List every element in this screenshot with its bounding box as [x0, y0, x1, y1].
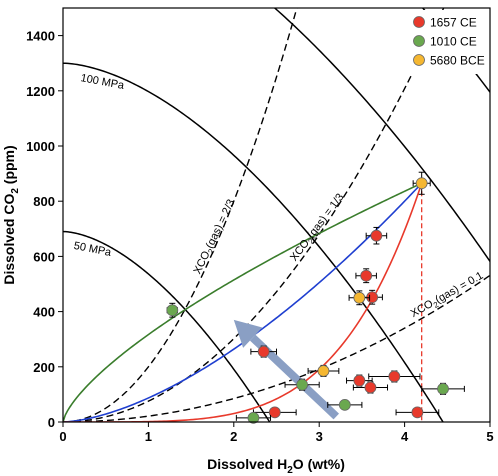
data-point-marker — [411, 406, 424, 419]
data-point-marker — [364, 381, 377, 394]
legend-marker — [413, 16, 425, 28]
x-axis-title-sub: 2 — [287, 465, 293, 476]
data-point — [395, 406, 440, 419]
data-point-marker — [370, 229, 383, 242]
x-axis-title: Dissolved H2O (wt%) — [207, 456, 345, 476]
isopleth-label-sub: 2 — [206, 247, 216, 255]
legend: 1657 CE 1010 CE 5680 BCE — [408, 10, 488, 74]
data-point — [348, 290, 371, 306]
isopleth-line — [63, 8, 298, 422]
data-point — [352, 381, 389, 394]
data-point — [346, 374, 373, 387]
data-points — [166, 171, 465, 424]
isopleth-label-sub: 2 — [306, 236, 316, 245]
data-point-marker — [366, 291, 379, 304]
data-point — [412, 171, 431, 195]
plot-frame — [62, 7, 491, 423]
data-point — [250, 345, 277, 358]
data-point-marker — [415, 177, 428, 190]
x-tick-label: 4 — [401, 429, 409, 444]
y-tick-label: 200 — [33, 360, 55, 375]
x-axis-title-tail: O (wt%) — [293, 456, 345, 472]
data-point-marker — [268, 406, 281, 419]
data-point — [252, 406, 297, 419]
isobar-line — [273, 8, 490, 263]
x-axis-title-main: Dissolved H — [207, 456, 287, 472]
y-tick-label: 400 — [33, 305, 55, 320]
data-point-marker — [360, 269, 373, 282]
legend-marker — [413, 54, 425, 66]
isobar-line — [63, 230, 271, 422]
x-tick-label: 3 — [316, 429, 323, 444]
y-axis-title-tail: (ppm) — [1, 145, 17, 188]
data-point-marker — [338, 398, 351, 411]
data-point-marker — [247, 411, 260, 424]
y-tick-label: 800 — [33, 194, 55, 209]
isopleth-label-sub: 2 — [432, 300, 441, 310]
axes: 0 1 2 3 4 5 0 200 400 600 800 1000 1200 1400 — [26, 29, 494, 444]
x-tick-label: 1 — [145, 429, 152, 444]
data-point-marker — [353, 374, 366, 387]
data-point-marker — [166, 304, 179, 317]
data-point-marker — [317, 365, 330, 377]
isobar-line — [63, 62, 444, 422]
data-point — [307, 364, 340, 377]
data-point — [284, 378, 320, 391]
x-tick-label: 5 — [486, 429, 493, 444]
data-point-marker — [353, 291, 366, 304]
data-point-marker — [296, 378, 309, 391]
y-tick-label: 1400 — [26, 29, 55, 44]
trend-arrow-head — [233, 319, 263, 348]
data-point — [355, 268, 377, 284]
legend-label: 1010 CE — [430, 35, 477, 49]
data-point-marker — [257, 345, 270, 358]
data-point-marker — [388, 370, 401, 383]
y-tick-label: 0 — [48, 415, 55, 430]
x-tick-label: 0 — [59, 429, 66, 444]
data-point — [368, 370, 421, 383]
y-tick-label: 1000 — [26, 139, 55, 154]
degassing-path — [63, 182, 423, 422]
y-axis-title: Dissolved CO2 (ppm) — [1, 145, 21, 284]
legend-label: 1657 CE — [430, 16, 477, 30]
legend-label: 5680 BCE — [430, 54, 485, 68]
y-tick-label: 600 — [33, 249, 55, 264]
y-tick-label: 1200 — [26, 84, 55, 99]
legend-marker — [413, 35, 425, 47]
data-point — [365, 226, 388, 245]
data-point — [166, 302, 179, 318]
data-point-marker — [437, 382, 449, 395]
data-point — [327, 398, 363, 411]
x-tick-label: 2 — [230, 429, 237, 444]
y-axis-title-sub: 2 — [10, 188, 21, 194]
y-axis-title-group: Dissolved CO2 (ppm) — [1, 145, 21, 284]
isopleth-line — [63, 274, 490, 422]
data-point — [421, 382, 465, 395]
y-axis-title-main: Dissolved CO — [1, 194, 17, 285]
